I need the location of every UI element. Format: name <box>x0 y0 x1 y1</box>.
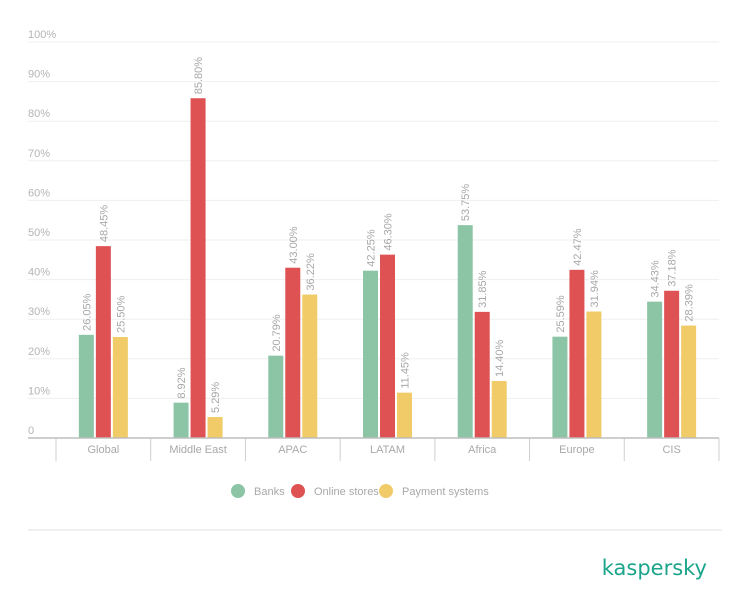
data-label: 20.79% <box>271 314 283 352</box>
legend-label: Online stores <box>314 486 379 498</box>
x-tick-label: CIS <box>662 444 680 456</box>
x-tick-label: Africa <box>468 444 497 456</box>
bar-banks <box>457 225 473 438</box>
data-label: 85.80% <box>193 57 205 95</box>
y-tick-label: 90% <box>28 69 50 81</box>
data-label: 48.45% <box>98 205 110 243</box>
data-label: 25.50% <box>115 295 127 333</box>
y-tick-label: 50% <box>28 227 50 239</box>
data-label: 25.59% <box>555 295 567 333</box>
data-label: 31.94% <box>589 270 601 308</box>
y-tick-label: 10% <box>28 385 50 397</box>
data-label: 14.40% <box>494 339 506 377</box>
bar-banks <box>363 270 378 438</box>
data-label: 42.47% <box>572 228 584 266</box>
bar-online-stores <box>285 267 301 438</box>
bar-payment-systems <box>491 380 507 438</box>
y-tick-label: 0 <box>28 425 34 437</box>
legend-marker <box>379 484 393 498</box>
data-label: 28.39% <box>684 284 696 322</box>
data-label: 26.05% <box>81 293 93 331</box>
bar-payment-systems <box>112 337 128 438</box>
data-label: 43.00% <box>288 226 300 264</box>
data-label: 31.85% <box>477 270 489 308</box>
bar-payment-systems <box>397 392 412 438</box>
data-label: 42.25% <box>366 229 378 267</box>
data-label: 36.22% <box>305 253 317 291</box>
data-label: 37.18% <box>667 249 679 287</box>
kaspersky-logo: kaspersky <box>602 556 707 580</box>
y-tick-label: 20% <box>28 346 50 358</box>
bar-banks <box>268 355 284 438</box>
y-tick-label: 80% <box>28 108 50 120</box>
x-tick-label: APAC <box>278 444 307 456</box>
x-tick-label: Global <box>87 444 119 456</box>
bar-online-stores <box>380 254 395 438</box>
legend-marker <box>291 484 305 498</box>
bar-online-stores <box>474 311 490 438</box>
x-tick-label: Middle East <box>169 444 226 456</box>
bar-online-stores <box>569 269 585 438</box>
data-label: 5.29% <box>210 382 222 413</box>
data-label: 34.43% <box>650 260 662 298</box>
bar-payment-systems <box>681 325 697 438</box>
bar-banks <box>552 336 568 438</box>
legend-marker <box>231 484 245 498</box>
y-tick-label: 100% <box>28 29 56 41</box>
data-label: 8.92% <box>176 367 188 398</box>
bar-banks <box>173 402 189 438</box>
x-tick-label: Europe <box>559 444 594 456</box>
bar-banks <box>647 301 663 438</box>
bar-online-stores <box>664 290 680 438</box>
y-tick-label: 40% <box>28 267 50 279</box>
bar-payment-systems <box>302 294 318 438</box>
bar-payment-systems <box>207 417 223 438</box>
y-tick-label: 70% <box>28 148 50 160</box>
x-tick-label: LATAM <box>370 444 405 456</box>
bar-online-stores <box>190 98 206 439</box>
bar-online-stores <box>95 246 111 438</box>
legend-label: Payment systems <box>402 486 489 498</box>
bar-banks <box>78 334 94 438</box>
data-label: 53.75% <box>460 184 472 222</box>
y-tick-label: 30% <box>28 306 50 318</box>
data-label: 46.30% <box>383 213 395 251</box>
legend-label: Banks <box>254 486 285 498</box>
y-tick-label: 60% <box>28 187 50 199</box>
data-label: 11.45% <box>400 352 412 389</box>
bar-payment-systems <box>586 311 602 438</box>
